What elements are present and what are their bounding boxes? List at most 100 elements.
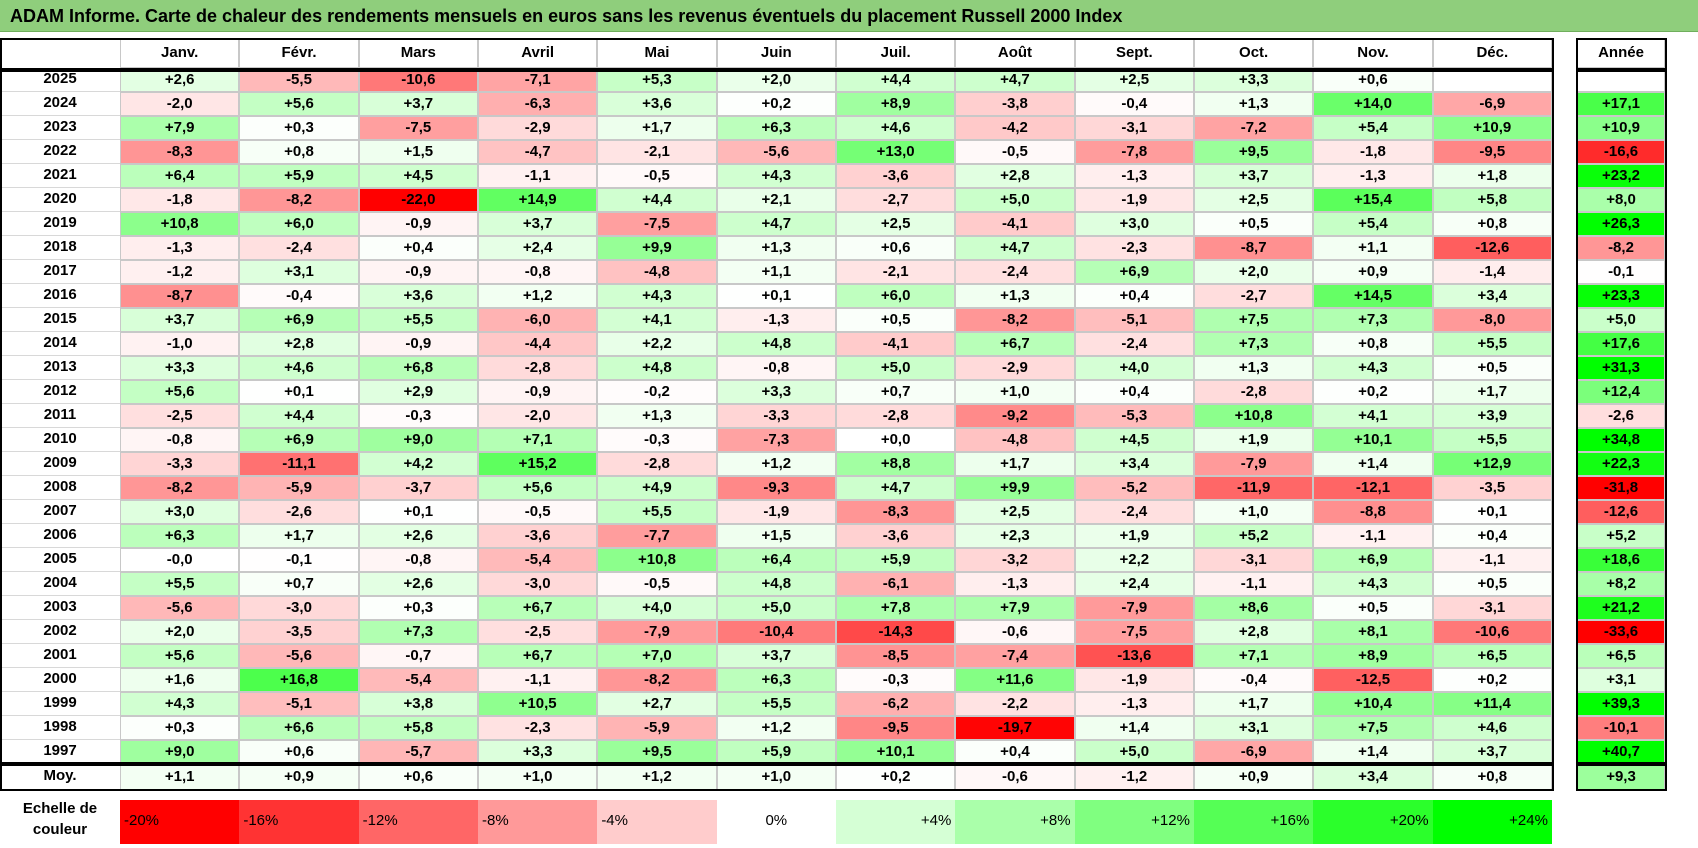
annual-cell: -12,6: [1577, 500, 1665, 524]
heatmap-cell: -11,9: [1193, 476, 1314, 500]
heatmap-cell: +5,9: [239, 164, 359, 188]
average-cell: +1,1: [120, 764, 240, 790]
heatmap-cell: +6,9: [239, 308, 359, 332]
heatmap-cell: -7,2: [1193, 116, 1314, 140]
heatmap-cell: -0,4: [1074, 92, 1194, 116]
heatmap-cell: +9,0: [120, 740, 240, 764]
heatmap-cell: +1,7: [1193, 692, 1314, 716]
heatmap-cell: -1,3: [1074, 692, 1194, 716]
heatmap-cell: +14,0: [1313, 92, 1433, 116]
heatmap-cell: +5,9: [835, 548, 956, 572]
heatmap-cell: +4,3: [597, 284, 717, 308]
heatmap-cell: +5,8: [1432, 188, 1552, 212]
year-label: 2001: [0, 644, 120, 668]
heatmap-cell: -7,4: [955, 644, 1075, 668]
heatmap-cell: -8,3: [120, 140, 240, 164]
annual-cell: -8,2: [1577, 236, 1665, 260]
color-scale-swatch: -16%: [239, 800, 359, 844]
heatmap-cell: +4,3: [1313, 356, 1433, 380]
annual-cell: +23,3: [1577, 284, 1665, 308]
color-scale-title: Echelle de couleur: [0, 798, 120, 840]
heatmap-cell: +2,2: [597, 332, 717, 356]
heatmap-cell: +1,5: [716, 524, 836, 548]
color-scale-title-line1: Echelle de: [22, 800, 98, 817]
month-header: Déc.: [1432, 38, 1552, 68]
heatmap-cell: +0,5: [835, 308, 956, 332]
heatmap-cell: -8,5: [835, 644, 956, 668]
year-label: 2018: [0, 236, 120, 260]
heatmap-cell: -2,7: [1193, 284, 1314, 308]
heatmap-cell: +4,8: [597, 356, 717, 380]
heatmap-cell: -0,6: [955, 620, 1075, 644]
annual-cell: -16,6: [1577, 140, 1665, 164]
heatmap-cell: -2,1: [597, 140, 717, 164]
heatmap-cell: -4,1: [835, 332, 956, 356]
heatmap-cell: +3,0: [1074, 212, 1194, 236]
heatmap-cell: +5,4: [1313, 116, 1433, 140]
heatmap-cell: -1,8: [1313, 140, 1433, 164]
heatmap-cell: +4,0: [1074, 356, 1194, 380]
year-label: 1998: [0, 716, 120, 740]
heatmap-cell: -0,3: [358, 404, 478, 428]
year-label: 2021: [0, 164, 120, 188]
annual-cell: -2,6: [1577, 404, 1665, 428]
heatmap-cell: +4,5: [1074, 428, 1194, 452]
average-annual-cell: +9,3: [1577, 764, 1665, 790]
heatmap-cell: +9,5: [597, 740, 717, 764]
heatmap-cell: +6,3: [716, 116, 836, 140]
heatmap-cell: -8,2: [597, 668, 717, 692]
heatmap-cell: -5,2: [1074, 476, 1194, 500]
heatmap-cell: -1,3: [1074, 164, 1194, 188]
heatmap-cell: +3,3: [477, 740, 598, 764]
heatmap-cell: +10,8: [597, 548, 717, 572]
heatmap-cell: -9,5: [835, 716, 956, 740]
heatmap-cell: -0,9: [358, 212, 478, 236]
heatmap-cell: +3,9: [1432, 404, 1552, 428]
heatmap-cell: -4,1: [955, 212, 1075, 236]
heatmap-cell: -4,8: [597, 260, 717, 284]
heatmap-cell: -1,9: [716, 500, 836, 524]
heatmap-cell: -0,4: [239, 284, 359, 308]
heatmap-cell: +4,9: [597, 476, 717, 500]
heatmap-cell: -7,5: [1074, 620, 1194, 644]
year-label: 2011: [0, 404, 120, 428]
heatmap-cell: -0,9: [358, 332, 478, 356]
heatmap-cell: -0,5: [597, 164, 717, 188]
heatmap-cell: +1,4: [1313, 452, 1433, 476]
color-scale-swatch: -8%: [477, 800, 598, 844]
average-label: Moy.: [0, 764, 120, 790]
heatmap-cell: -2,6: [239, 500, 359, 524]
heatmap-cell: -4,8: [955, 428, 1075, 452]
month-header: Nov.: [1313, 38, 1433, 68]
heatmap-cell: -0,8: [120, 428, 240, 452]
heatmap-cell: +4,4: [597, 188, 717, 212]
heatmap-cell: +10,1: [1313, 428, 1433, 452]
heatmap-cell: +1,5: [358, 140, 478, 164]
heatmap-cell: +15,2: [477, 452, 598, 476]
heatmap-cell: -0,2: [597, 380, 717, 404]
heatmap-cell: -0,4: [1193, 668, 1314, 692]
heatmap-cell: +4,8: [716, 572, 836, 596]
heatmap-cell: +4,1: [1313, 404, 1433, 428]
heatmap-cell: +10,5: [477, 692, 598, 716]
heatmap-cell: -3,2: [955, 548, 1075, 572]
annual-cell: +12,4: [1577, 380, 1665, 404]
month-header: Févr.: [239, 38, 359, 68]
heatmap-cell: +2,0: [120, 620, 240, 644]
heatmap-cell: +5,0: [835, 356, 956, 380]
heatmap-cell: -12,1: [1313, 476, 1433, 500]
heatmap-cell: -2,4: [239, 236, 359, 260]
heatmap-cell: +3,4: [1074, 452, 1194, 476]
heatmap-cell: -6,9: [1432, 92, 1552, 116]
heatmap-cell: +0,5: [1432, 356, 1552, 380]
heatmap-cell: +5,2: [1193, 524, 1314, 548]
year-label: 2013: [0, 356, 120, 380]
annual-header: Année: [1577, 38, 1665, 68]
heatmap-cell: +6,9: [1074, 260, 1194, 284]
heatmap-cell: -5,7: [358, 740, 478, 764]
heatmap-cell: +0,2: [1313, 380, 1433, 404]
color-scale-title-line2: couleur: [32, 821, 88, 838]
heatmap-cell: +9,0: [358, 428, 478, 452]
heatmap-cell: -8,2: [120, 476, 240, 500]
heatmap-cell: -8,8: [1313, 500, 1433, 524]
